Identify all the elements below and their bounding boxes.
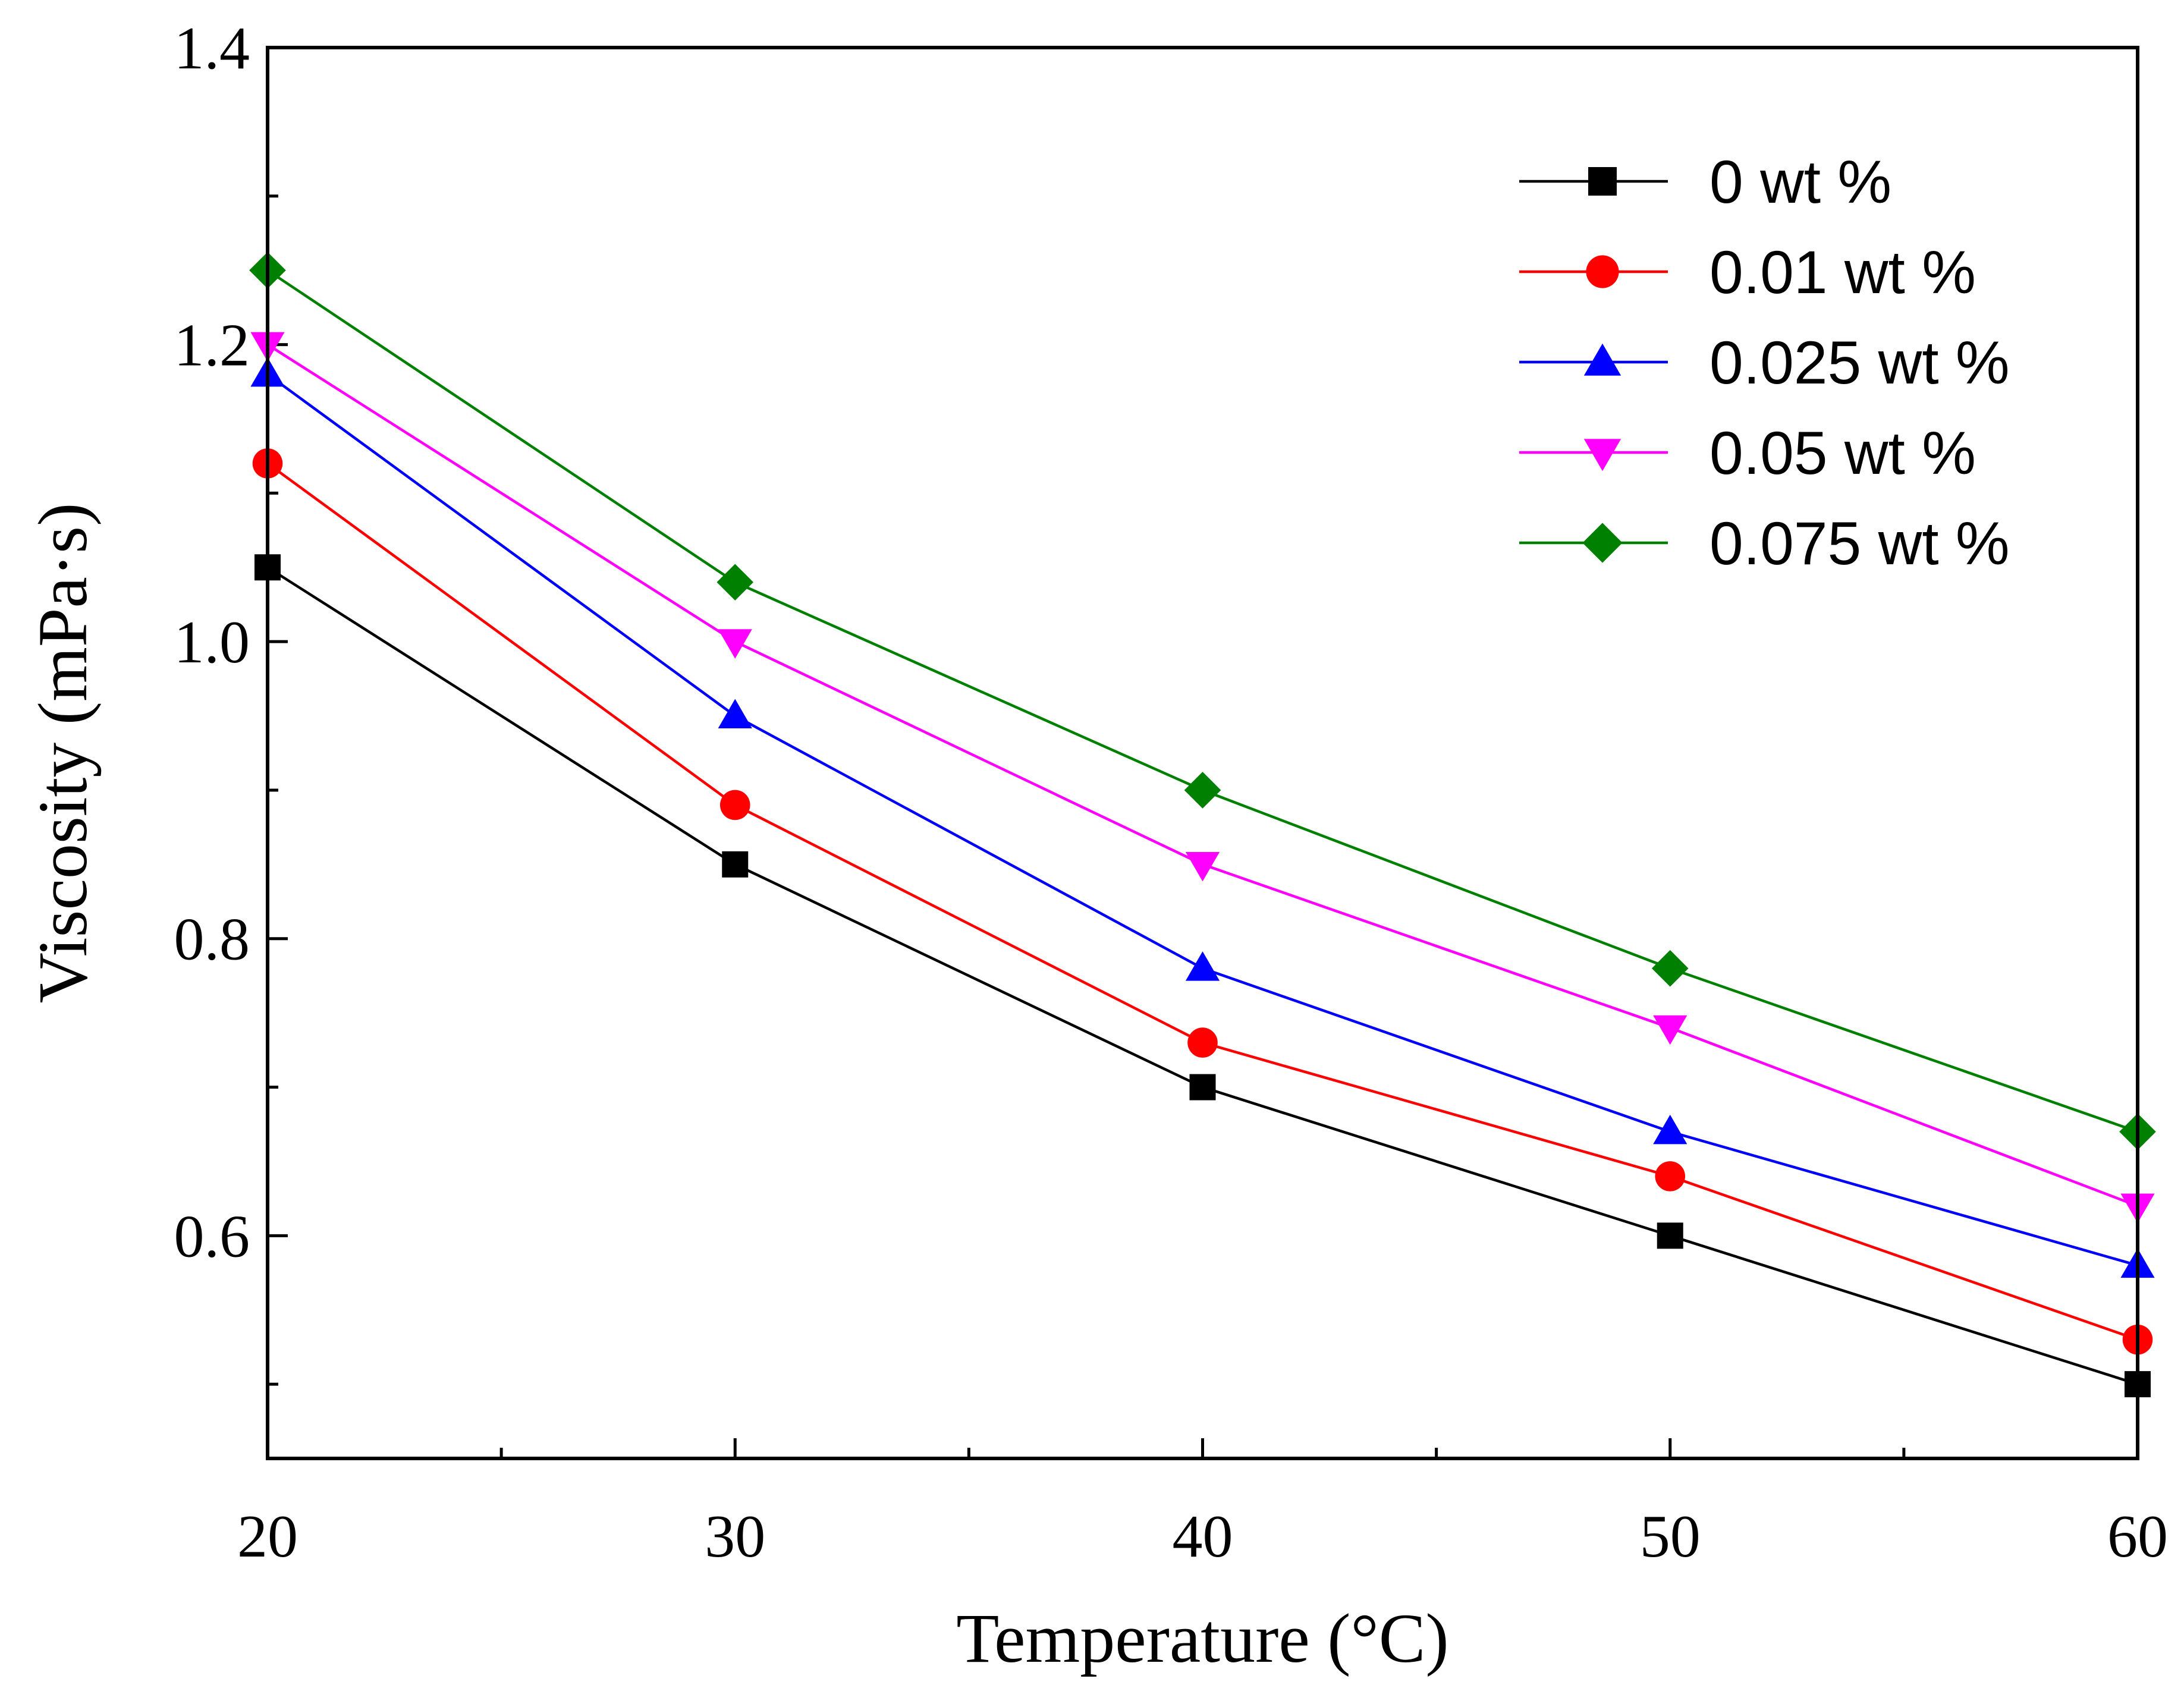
data-point-series-1: [1655, 1161, 1686, 1191]
y-tick-label: 1.4: [174, 15, 250, 82]
y-tick-label: 0.6: [174, 1203, 250, 1270]
data-point-series-4: [1184, 772, 1221, 809]
legend-marker: [1583, 439, 1621, 471]
x-tick-label: 50: [1640, 1503, 1701, 1570]
legend: 0 wt % 0.01 wt % 0.025 wt % 0.05 wt % 0.075 …: [1519, 148, 2010, 577]
legend-marker: [1583, 343, 1621, 376]
data-point-series-1: [719, 790, 750, 820]
data-point-series-2: [718, 699, 752, 728]
data-point-series-3: [718, 629, 752, 659]
data-point-series-4: [1651, 950, 1689, 987]
legend-marker: [1582, 523, 1623, 563]
x-tick-label: 40: [1173, 1503, 1233, 1570]
x-tick-label: 60: [2107, 1503, 2168, 1570]
data-point-series-2: [1653, 1114, 1688, 1145]
legend-label: 0.01 wt %: [1710, 238, 1976, 306]
data-point-series-0: [1189, 1074, 1216, 1101]
x-tick-label: 30: [705, 1503, 765, 1570]
y-tick-label: 1.0: [174, 609, 250, 676]
y-tick-label: 0.8: [174, 906, 250, 973]
data-point-series-4: [717, 564, 754, 601]
data-point-series-1: [1187, 1027, 1218, 1058]
legend-marker: [1588, 167, 1617, 196]
legend-label: 0.075 wt %: [1710, 510, 2010, 577]
data-point-series-3: [1653, 1015, 1688, 1045]
y-tick-label: 1.2: [174, 312, 250, 379]
tick-labels: 20 30 40 50 60 0.6 0.8 1.0 1.2 1.4: [174, 15, 2169, 1570]
data-point-series-0: [1657, 1222, 1683, 1249]
data-point-series-3: [1185, 851, 1220, 882]
legend-label: 0.05 wt %: [1710, 419, 1976, 487]
y-axis-title: Viscosity (mPa·s): [24, 503, 102, 1004]
x-tick-label: 20: [237, 1503, 298, 1570]
x-axis-title: Temperature (°C): [956, 1599, 1448, 1677]
data-point-series-2: [1185, 951, 1220, 981]
legend-label: 0.025 wt %: [1710, 329, 2010, 397]
plot-area-frame: [266, 46, 2139, 1460]
legend-marker: [1586, 255, 1619, 288]
data-point-series-0: [722, 851, 749, 878]
legend-label: 0 wt %: [1710, 148, 1891, 216]
